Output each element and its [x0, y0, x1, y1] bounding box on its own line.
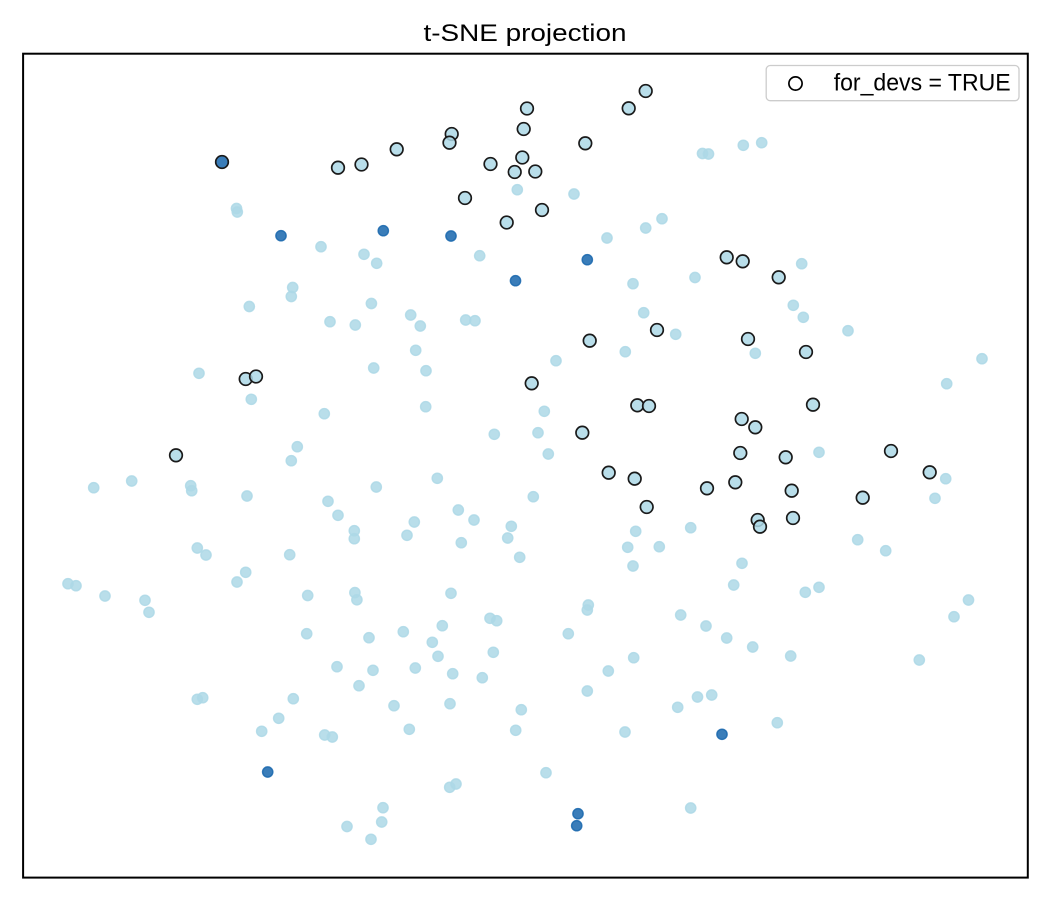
- svg-text:for_devs = TRUE: for_devs = TRUE: [834, 70, 1011, 97]
- svg-text:t-SNE projection: t-SNE projection: [424, 20, 627, 47]
